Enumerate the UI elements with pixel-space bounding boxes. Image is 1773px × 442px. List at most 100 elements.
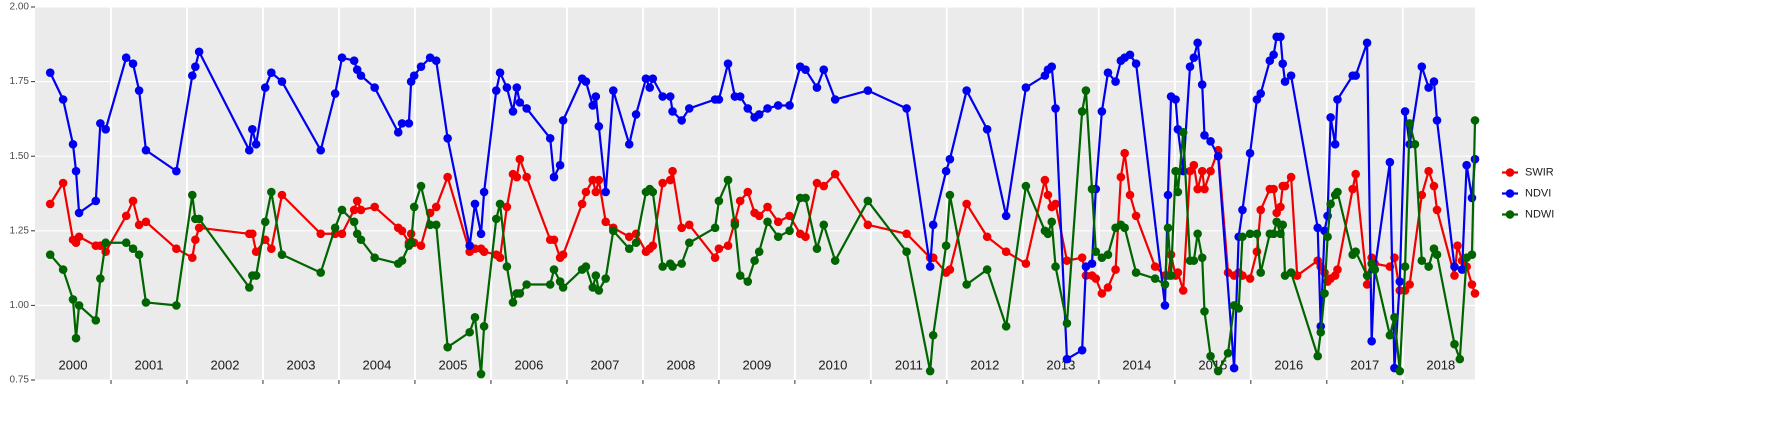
- data-point: [1385, 330, 1395, 340]
- data-point: [730, 220, 740, 230]
- data-point: [941, 166, 951, 176]
- data-point: [545, 280, 555, 289]
- data-point: [1278, 220, 1288, 230]
- data-point: [925, 366, 935, 376]
- data-point: [710, 253, 720, 262]
- data-point: [1097, 289, 1107, 298]
- data-point: [1173, 187, 1183, 197]
- marks: [45, 32, 1480, 379]
- data-point: [1125, 50, 1135, 60]
- data-point: [194, 47, 204, 57]
- data-point: [45, 250, 55, 259]
- data-point: [608, 226, 618, 236]
- data-point: [1362, 271, 1372, 280]
- data-point: [665, 92, 675, 101]
- data-point: [982, 265, 992, 274]
- data-point: [96, 274, 105, 283]
- data-point: [508, 107, 518, 116]
- data-point: [1256, 268, 1266, 277]
- data-point: [1351, 247, 1360, 256]
- data-point: [68, 139, 78, 149]
- data-point: [581, 262, 591, 271]
- data-point: [812, 244, 822, 254]
- data-point: [668, 107, 677, 116]
- data-point: [522, 104, 531, 113]
- data-point: [684, 220, 694, 230]
- data-point: [1432, 205, 1442, 215]
- data-point: [404, 119, 414, 128]
- data-point: [1400, 262, 1410, 271]
- data-point: [1362, 38, 1372, 48]
- data-point: [121, 211, 131, 221]
- data-point: [591, 271, 601, 280]
- data-point: [397, 256, 407, 265]
- data-point: [251, 247, 261, 256]
- data-point: [677, 223, 686, 233]
- data-point: [601, 217, 610, 227]
- data-point: [45, 68, 55, 77]
- x-tick-label: 2003: [287, 357, 316, 372]
- data-point: [723, 175, 733, 185]
- x-tick-label: 2010: [818, 357, 847, 372]
- data-point: [714, 196, 724, 206]
- data-point: [443, 172, 452, 182]
- legend-marker: [1505, 210, 1515, 219]
- data-point: [1395, 277, 1405, 286]
- data-point: [558, 116, 568, 125]
- data-point: [1062, 319, 1072, 328]
- data-point: [1173, 268, 1183, 277]
- data-point: [316, 229, 326, 239]
- data-point: [96, 119, 105, 128]
- data-point: [1316, 327, 1326, 337]
- data-point: [1206, 351, 1215, 361]
- data-point: [1150, 262, 1160, 271]
- data-point: [1245, 229, 1255, 239]
- data-point: [141, 145, 151, 155]
- data-point: [187, 71, 197, 80]
- data-point: [1091, 274, 1101, 283]
- data-point: [1077, 107, 1087, 116]
- data-point: [594, 286, 604, 295]
- data-point: [248, 125, 257, 134]
- data-point: [512, 83, 522, 92]
- data-point: [1111, 77, 1120, 86]
- data-point: [785, 226, 794, 236]
- data-point: [58, 178, 68, 188]
- x-tick-label: 2009: [742, 357, 771, 372]
- data-point: [658, 178, 667, 188]
- data-point: [1462, 160, 1471, 170]
- data-point: [1457, 265, 1467, 274]
- x-tick-label: 2004: [362, 357, 391, 372]
- data-point: [397, 226, 407, 236]
- data-point: [58, 95, 68, 104]
- data-point: [491, 86, 501, 95]
- data-point: [1081, 86, 1091, 95]
- data-point: [416, 241, 426, 251]
- data-point: [962, 199, 971, 209]
- data-point: [645, 83, 655, 92]
- data-point: [830, 169, 840, 179]
- data-point: [1333, 187, 1342, 197]
- data-point: [1351, 71, 1360, 80]
- data-point: [1120, 148, 1129, 158]
- data-point: [785, 101, 794, 110]
- data-point: [91, 196, 101, 206]
- data-point: [819, 220, 829, 230]
- data-point: [495, 253, 505, 262]
- data-point: [773, 217, 783, 227]
- data-point: [508, 298, 518, 307]
- data-point: [863, 196, 873, 206]
- data-point: [648, 187, 658, 197]
- data-point: [819, 181, 829, 191]
- data-point: [1286, 268, 1296, 277]
- data-point: [277, 250, 287, 259]
- data-point: [1286, 172, 1296, 182]
- x-tick-label: 2007: [590, 357, 619, 372]
- data-point: [830, 95, 840, 104]
- data-point: [470, 313, 480, 322]
- data-point: [121, 53, 131, 63]
- x-tick-label: 2005: [438, 357, 467, 372]
- data-point: [754, 110, 764, 119]
- data-point: [1245, 148, 1255, 158]
